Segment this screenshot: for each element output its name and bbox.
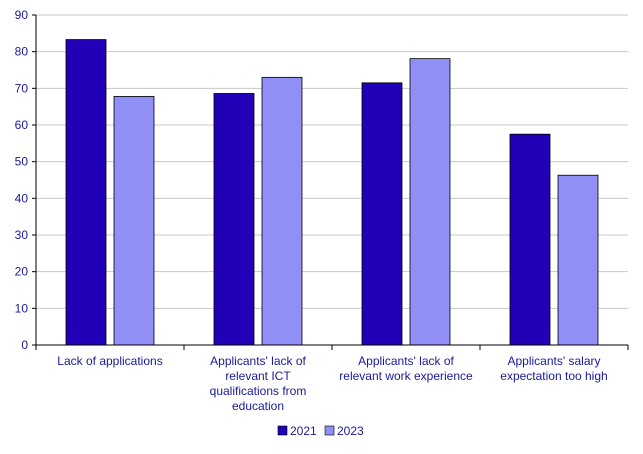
y-tick-label: 0	[21, 338, 28, 352]
x-category-label: Lack of applications	[57, 354, 162, 368]
bar-2023-3	[409, 58, 451, 346]
x-category-label: Applicants' lack of relevant work experie…	[339, 354, 473, 383]
y-tick-label: 30	[15, 228, 29, 242]
y-tick-label: 90	[15, 8, 29, 22]
bars	[65, 39, 599, 346]
legend-swatch-2021	[277, 425, 288, 436]
legend-label-2023: 2023	[337, 424, 364, 438]
y-tick-label: 40	[15, 191, 29, 205]
bar-2021-2	[213, 93, 255, 346]
axes	[32, 14, 629, 350]
bar-2023-4	[557, 174, 599, 346]
legend-swatch-2023	[324, 425, 335, 436]
y-tick-label: 50	[15, 155, 29, 169]
y-tick-label: 70	[15, 81, 29, 95]
bar-2021-3	[361, 82, 403, 346]
legend-label-2021: 2021	[290, 424, 317, 438]
bar-2021-4	[509, 133, 551, 346]
x-category-label: Applicants' salary expectation too high	[500, 354, 607, 383]
y-tick-labels: 0 10 20 30 40 50 60 70 80 90	[15, 8, 29, 352]
y-tick-label: 60	[15, 118, 29, 132]
y-tick-label: 80	[15, 45, 29, 59]
x-category-labels: Lack of applications Applicants' lack of r…	[57, 354, 607, 413]
bar-2023-1	[113, 96, 155, 346]
y-tick-label: 20	[15, 265, 29, 279]
bar-2023-2	[261, 76, 303, 346]
y-tick-label: 10	[15, 301, 29, 315]
x-category-label: Applicants' lack of relevant ICT qualifica…	[210, 354, 307, 413]
legend: 2021 2023	[277, 424, 364, 438]
bar-2021-1	[65, 39, 107, 346]
